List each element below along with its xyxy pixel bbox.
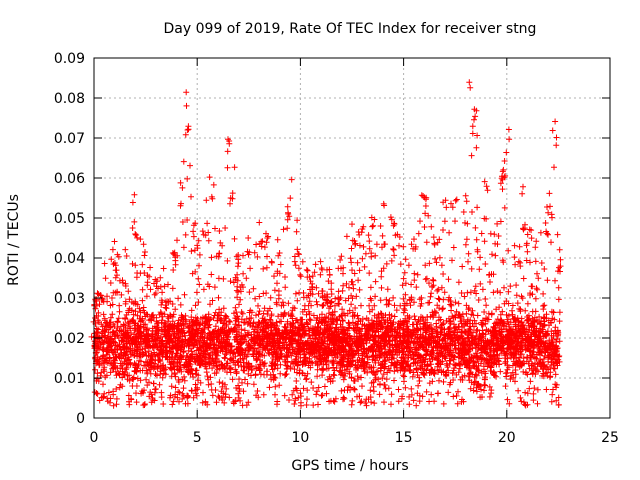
x-tick-label: 5 [193, 430, 202, 446]
scatter-plus-markers [88, 79, 564, 409]
y-tick-label: 0.04 [54, 251, 85, 267]
y-tick-label: 0.08 [54, 91, 85, 107]
y-tick-label: 0.02 [54, 331, 85, 347]
y-tick-label: 0 [76, 411, 85, 427]
y-tick-label: 0.09 [54, 51, 85, 67]
axis-ticks: 0 0.01 0.02 0.03 0.04 0.05 0.06 0.07 0.08 0.09 0 5 1… [54, 51, 619, 446]
y-tick-label: 0.06 [54, 171, 85, 187]
x-tick-label: 25 [601, 430, 619, 446]
plot-frame [93, 57, 611, 419]
x-axis-label: GPS time / hours [291, 458, 408, 474]
x-tick-label: 0 [90, 430, 99, 446]
y-tick-label: 0.01 [54, 371, 85, 387]
x-tick-label: 20 [498, 430, 516, 446]
x-tick-label: 10 [291, 430, 309, 446]
data-points [88, 79, 564, 409]
y-tick-label: 0.05 [54, 211, 85, 227]
y-tick-label: 0.03 [54, 291, 85, 307]
x-tick-label: 15 [395, 430, 413, 446]
y-axis-label: ROTI / TECUs [6, 194, 22, 286]
y-tick-label: 0.07 [54, 131, 85, 147]
chart-title: Day 099 of 2019, Rate Of TEC Index for r… [164, 21, 537, 37]
